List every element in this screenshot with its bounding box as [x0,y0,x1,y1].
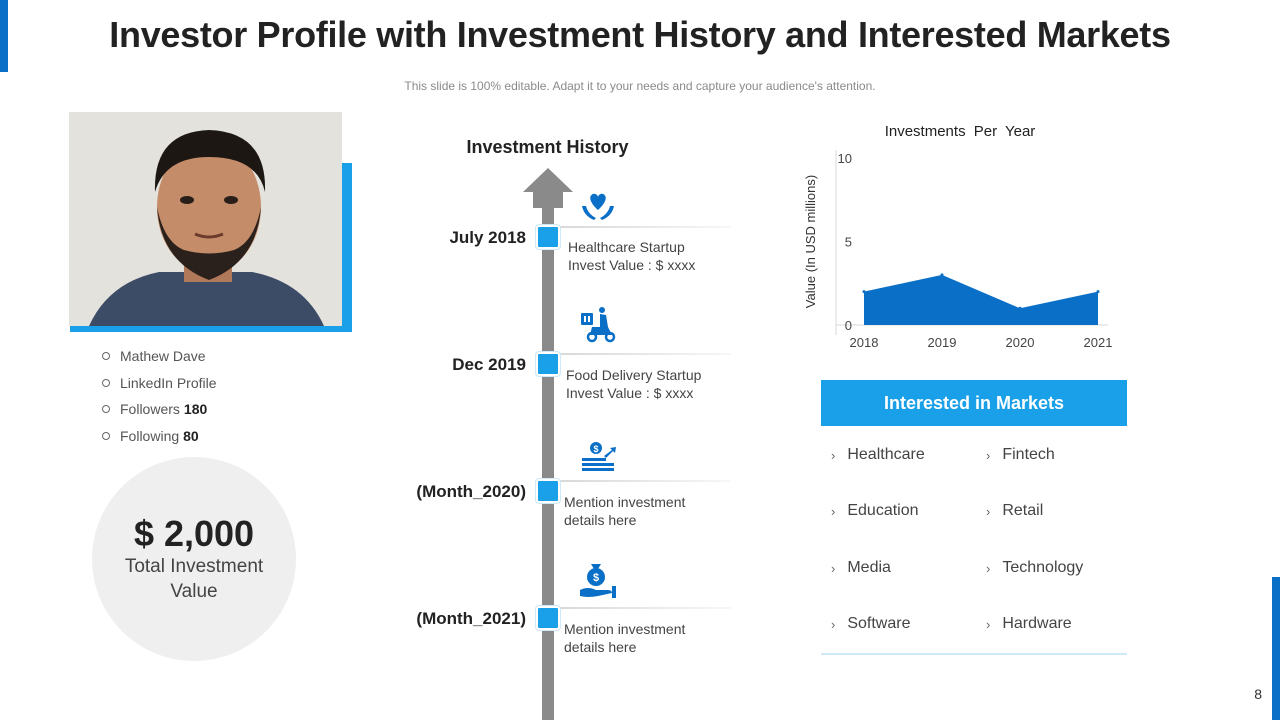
slide-subtitle: This slide is 100% editable. Adapt it to… [404,79,876,93]
left-accent-bar [0,0,8,72]
timeline-date: July 2018 [449,228,526,247]
chart-x-tick-label: 2020 [1006,335,1035,350]
market-item: › Media [831,559,891,577]
market-item: › Hardware [986,615,1072,633]
timeline-dot[interactable] [536,352,560,376]
market-label: Healthcare [847,446,925,463]
chart-y-tick-label: 10 [838,151,852,166]
timeline-dot[interactable] [536,606,560,630]
market-label: Education [847,502,919,519]
timeline-date: (Month_2020) [416,482,526,501]
photo-frame-bottom [70,326,352,332]
profile-followers: Followers 180 [102,396,217,423]
money-growth-icon: $ [578,438,618,478]
market-item: › Software [831,615,910,633]
bullet-icon [102,431,110,440]
profile-details: Mathew Dave LinkedIn Profile Followers 18… [102,343,217,449]
timeline-connector [556,353,731,355]
timeline-description: Mention investment details here [564,494,686,528]
timeline-arrow-icon [523,168,573,208]
market-label: Technology [1002,559,1084,576]
chart-area-series [864,274,1098,325]
timeline-title: Investment History [466,137,629,157]
heart-hands-icon [578,188,618,228]
markets-bottom-line [821,653,1127,655]
market-item: › Retail [986,502,1043,520]
timeline-description: Healthcare Startup Invest Value : $ xxxx [568,239,696,273]
chart-x-tick-label: 2021 [1084,335,1113,350]
chevron-right-icon: › [986,503,991,519]
svg-text:$: $ [593,444,598,454]
chevron-right-icon: › [986,616,991,632]
bullet-icon [102,378,110,387]
market-label: Media [847,559,891,576]
chart-data-point [1096,290,1100,294]
chevron-right-icon: › [831,447,836,463]
total-investment-value: $ 2,000 [133,513,255,554]
timeline-description: Mention investment details here [564,621,686,655]
market-item: › Education [831,502,919,520]
bullet-icon [102,352,110,361]
investments-area-chart: 0 5 10 2018 2019 2020 2021 Value (In USD millio… [803,150,1113,350]
markets-header: Interested in Markets [821,380,1127,426]
market-label: Fintech [1002,446,1055,463]
timeline-dot[interactable] [536,479,560,503]
chevron-right-icon: › [831,503,836,519]
market-label: Software [847,615,911,632]
total-investment-circle: $ 2,000 Total Investment Value [92,457,296,661]
chart-x-tick-label: 2018 [850,335,879,350]
chart-y-axis-label: Value (In USD millions) [803,175,818,308]
timeline-connector [556,226,731,228]
money-bag-hand-icon: $ [578,560,618,600]
timeline-date: (Month_2021) [416,609,526,628]
chart-y-tick-label: 5 [845,235,852,250]
chart-title: Investments Per Year [884,123,1036,140]
chevron-right-icon: › [986,560,991,576]
investor-photo [69,112,342,326]
delivery-scooter-icon [578,305,618,345]
timeline-bar [542,205,554,720]
profile-following: Following 80 [102,423,217,450]
timeline-dot[interactable] [536,225,560,249]
market-item: › Technology [986,559,1083,577]
slide-title: Investor Profile with Investment History… [109,14,1171,55]
market-label: Retail [1002,502,1044,519]
svg-text:$: $ [593,572,599,584]
right-accent-bar [1272,577,1280,720]
timeline-connector [556,607,731,609]
timeline-connector [556,480,731,482]
chevron-right-icon: › [986,447,991,463]
chart-data-point [1018,306,1022,310]
page-number: 8 [1254,686,1262,702]
bullet-icon [102,405,110,414]
chart-y-tick-label: 0 [845,318,852,333]
market-item: › Healthcare [831,446,925,464]
timeline-description: Food Delivery Startup Invest Value : $ x… [566,367,702,401]
profile-linkedin[interactable]: LinkedIn Profile [102,370,217,397]
photo-frame-right [342,163,352,330]
timeline-date: Dec 2019 [452,355,526,374]
chart-data-point [940,273,944,277]
profile-name: Mathew Dave [102,343,217,370]
chevron-right-icon: › [831,560,836,576]
chevron-right-icon: › [831,616,836,632]
total-investment-label: Total Investment Value [124,556,264,602]
chart-x-tick-label: 2019 [928,335,957,350]
chart-data-point [862,290,866,294]
market-item: › Fintech [986,446,1055,464]
market-label: Hardware [1002,615,1072,632]
